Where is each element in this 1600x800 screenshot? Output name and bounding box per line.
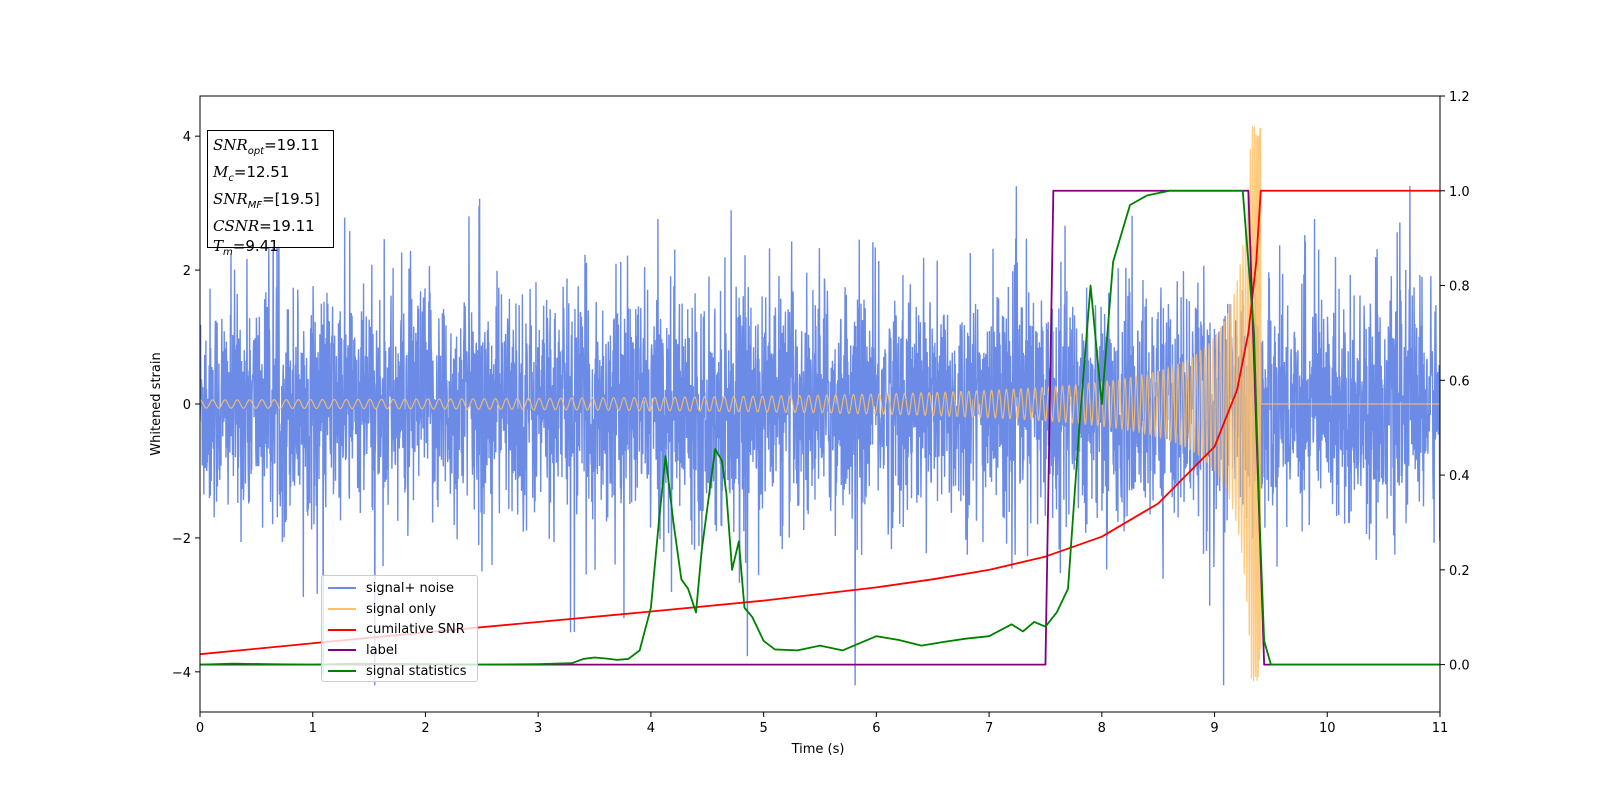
- tm-value: 9.41: [245, 237, 279, 255]
- y-axis-left: 4 2 0 −2 −4: [172, 130, 200, 681]
- x-tick-label: 4: [647, 721, 655, 736]
- y-tick-label: 4: [183, 130, 191, 145]
- legend-entry-cumulative-snr: cumilative SNR: [328, 619, 471, 640]
- series-signal-statistics: [200, 189, 1440, 666]
- legend-label: label: [366, 642, 398, 658]
- series-cumilative-snr: [200, 189, 1440, 656]
- x-tick-label: 7: [985, 721, 993, 736]
- mc-row: Mc=12.51: [213, 163, 290, 184]
- legend-label: cumilative SNR: [366, 622, 465, 638]
- legend-swatch: [328, 608, 356, 611]
- y-tick-label: 0: [183, 398, 191, 413]
- y-axis-right: 1.2 1.0 0.8 0.6 0.4 0.2 0.0: [1440, 90, 1470, 674]
- x-tick-label: 8: [1098, 721, 1106, 736]
- legend-swatch: [328, 670, 356, 673]
- x-tick-label: 9: [1210, 721, 1218, 736]
- x-tick-label: 3: [534, 721, 542, 736]
- y-axis-label: Whitened strain: [149, 352, 164, 455]
- snr-mf-row: SNRMF=[19.5]: [213, 190, 320, 211]
- legend: signal+ noise signal only cumilative SNR…: [321, 575, 478, 682]
- y2-tick-label: 0.4: [1449, 469, 1470, 484]
- x-axis: 0 1 2 3 4 5 6 7 8 9 10 11: [196, 712, 1448, 736]
- legend-label: signal statistics: [366, 663, 467, 679]
- y2-tick-label: 0.2: [1449, 564, 1470, 579]
- legend-swatch: [328, 649, 356, 652]
- y-tick-label: −4: [172, 666, 191, 681]
- y2-tick-label: 0.0: [1449, 659, 1470, 674]
- csnr-value: 19.11: [271, 217, 315, 235]
- x-axis-label: Time (s): [791, 742, 845, 757]
- legend-entry-signal-only: signal only: [328, 599, 471, 620]
- csnr-row: CSNR=19.11: [213, 217, 315, 235]
- y2-tick-label: 1.0: [1449, 185, 1470, 200]
- legend-entry-signal-statistics: signal statistics: [328, 661, 471, 682]
- x-tick-label: 11: [1432, 721, 1449, 736]
- legend-entry-label: label: [328, 640, 471, 661]
- plot-area: [200, 126, 1440, 686]
- x-tick-label: 1: [309, 721, 317, 736]
- legend-entry-signal-noise: signal+ noise: [328, 578, 471, 599]
- snr-opt-value: 19.11: [276, 136, 320, 154]
- mc-value: 12.51: [246, 163, 290, 181]
- tm-row: Tm=9.41: [213, 237, 279, 258]
- y-tick-label: 2: [183, 264, 191, 279]
- x-tick-label: 0: [196, 721, 204, 736]
- legend-swatch: [328, 587, 356, 590]
- snr-mf-value: [19.5]: [274, 190, 320, 208]
- legend-swatch: [328, 628, 356, 631]
- x-tick-label: 10: [1319, 721, 1336, 736]
- snr-opt-row: SNRopt=19.11: [213, 136, 320, 157]
- info-box: SNRopt=19.11 Mc=12.51 SNRMF=[19.5] CSNR=…: [207, 130, 334, 258]
- y-tick-label: −2: [172, 532, 191, 547]
- legend-label: signal+ noise: [366, 580, 455, 596]
- y2-tick-label: 0.6: [1449, 374, 1470, 389]
- y2-tick-label: 0.8: [1449, 280, 1470, 295]
- x-tick-label: 6: [872, 721, 880, 736]
- legend-label: signal only: [366, 601, 437, 617]
- series-signal-only: [200, 126, 1440, 682]
- x-tick-label: 2: [421, 721, 429, 736]
- x-tick-label: 5: [759, 721, 767, 736]
- y2-tick-label: 1.2: [1449, 90, 1470, 105]
